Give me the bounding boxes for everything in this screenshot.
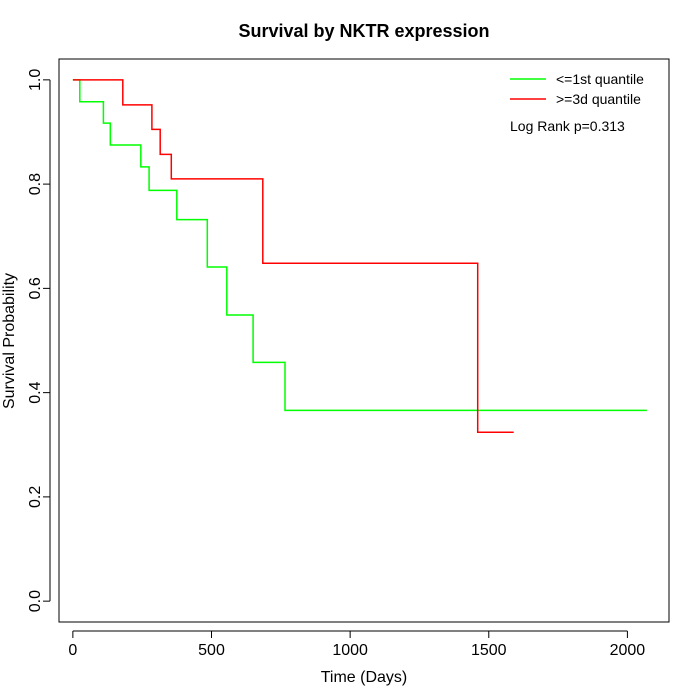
chart-title: Survival by NKTR expression bbox=[238, 21, 489, 41]
x-tick-label: 1000 bbox=[332, 642, 368, 659]
y-tick-label: 0.6 bbox=[27, 277, 44, 299]
y-tick-label: 0.8 bbox=[27, 173, 44, 195]
x-tick-label: 0 bbox=[68, 642, 77, 659]
y-axis-label: Survival Probability bbox=[1, 273, 18, 409]
x-axis: 0 500 1000 1500 2000 bbox=[68, 630, 646, 659]
x-axis-label: Time (Days) bbox=[321, 669, 408, 686]
x-tick-label: 500 bbox=[198, 642, 225, 659]
y-tick-label: 1.0 bbox=[27, 69, 44, 91]
x-tick-label: 1500 bbox=[471, 642, 507, 659]
legend-label-low: <=1st quantile bbox=[556, 71, 644, 87]
series-line-low-quantile bbox=[72, 79, 647, 412]
legend-label-high: >=3d quantile bbox=[556, 91, 641, 107]
y-axis: 0.0 0.2 0.4 0.6 0.8 1.0 bbox=[27, 69, 51, 612]
y-tick-label: 0.2 bbox=[27, 486, 44, 508]
series-line-high-quantile bbox=[72, 79, 514, 433]
x-tick-label: 2000 bbox=[610, 642, 646, 659]
plot-frame bbox=[58, 58, 670, 623]
y-tick-label: 0.4 bbox=[27, 381, 44, 403]
y-tick-label: 0.0 bbox=[27, 590, 44, 612]
series-lines bbox=[72, 79, 647, 433]
log-rank-annotation: Log Rank p=0.313 bbox=[510, 118, 625, 134]
legend: <=1st quantile >=3d quantile bbox=[510, 71, 644, 107]
